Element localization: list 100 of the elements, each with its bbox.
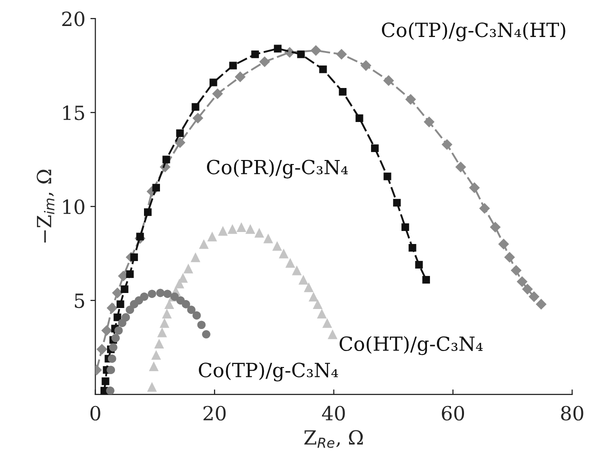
point (310, 45, 322, 56)
point (160, 318, 170, 328)
y-tick-label: 10 (63, 199, 84, 214)
point (298, 274, 308, 285)
point (528, 291, 540, 302)
series-label: Co(TP)/g-C₃N₄(HT) (382, 22, 566, 42)
point (522, 284, 533, 295)
x-tick-label: 60 (442, 406, 464, 421)
series-label: Co(PR)/g-C₃N₄ (206, 159, 348, 178)
point (328, 329, 338, 340)
point (156, 288, 164, 298)
point (162, 308, 172, 318)
point (212, 88, 223, 100)
point (136, 232, 144, 240)
point (157, 328, 167, 338)
point (319, 65, 327, 74)
point (114, 314, 122, 322)
point (198, 239, 209, 249)
x-axis-title: Z$_{Re}$, Ω (304, 430, 363, 448)
point (210, 78, 218, 86)
point (162, 156, 170, 164)
point (316, 308, 327, 318)
point (424, 116, 435, 128)
point (112, 288, 123, 298)
point (192, 103, 200, 111)
point (151, 350, 162, 360)
point (405, 94, 416, 105)
point (384, 172, 392, 180)
y-tick-label: 15 (63, 105, 84, 120)
point (263, 234, 274, 244)
point (272, 241, 282, 251)
point (285, 258, 296, 268)
point (490, 222, 501, 233)
point (170, 292, 179, 301)
point (251, 50, 259, 58)
point (536, 298, 547, 310)
y-tick-label: 20 (62, 12, 84, 26)
point (228, 224, 238, 234)
point (106, 366, 116, 374)
y-tick-label: 5 (74, 294, 84, 308)
point (383, 75, 394, 86)
point (148, 361, 159, 372)
point (114, 326, 123, 335)
point (176, 129, 184, 138)
point (312, 299, 323, 310)
point (152, 184, 160, 192)
point (304, 282, 314, 292)
point (144, 208, 152, 216)
point (401, 223, 410, 231)
point (469, 182, 480, 194)
point (202, 330, 210, 338)
point (126, 270, 134, 278)
point (479, 202, 490, 214)
point (254, 228, 264, 238)
point (192, 112, 204, 124)
point (442, 139, 452, 150)
x-tick-label: 20 (204, 406, 226, 421)
point (102, 377, 110, 386)
point (371, 144, 379, 152)
point (96, 344, 108, 355)
point (274, 44, 282, 52)
point (148, 290, 156, 298)
point (218, 226, 228, 236)
point (106, 302, 118, 314)
point (336, 48, 347, 60)
point (207, 232, 218, 242)
point (106, 386, 114, 394)
series-label: Co(TP)/g-C₃N₄ (198, 362, 338, 382)
x-tick-label: 80 (561, 406, 584, 421)
point (422, 276, 430, 284)
point (259, 56, 270, 68)
x-tick-label: 40 (322, 406, 345, 421)
point (163, 290, 172, 298)
point (504, 252, 515, 263)
point (516, 276, 528, 288)
point (126, 306, 134, 314)
point (308, 292, 318, 302)
point (140, 292, 148, 301)
point (360, 60, 372, 71)
point (197, 320, 206, 330)
point (108, 354, 116, 363)
point (178, 273, 188, 283)
point (338, 88, 347, 96)
x-tick-label: 0 (90, 406, 100, 421)
point (408, 244, 416, 252)
point (154, 338, 164, 349)
point (236, 222, 246, 232)
point (278, 248, 289, 258)
point (192, 311, 201, 320)
point (130, 253, 138, 262)
point (116, 300, 124, 308)
point (101, 325, 112, 336)
point (234, 71, 246, 82)
point (190, 252, 200, 262)
point (109, 343, 118, 352)
point (245, 224, 256, 234)
point (187, 306, 196, 314)
point (297, 50, 305, 58)
point (455, 162, 466, 172)
point (182, 300, 190, 308)
